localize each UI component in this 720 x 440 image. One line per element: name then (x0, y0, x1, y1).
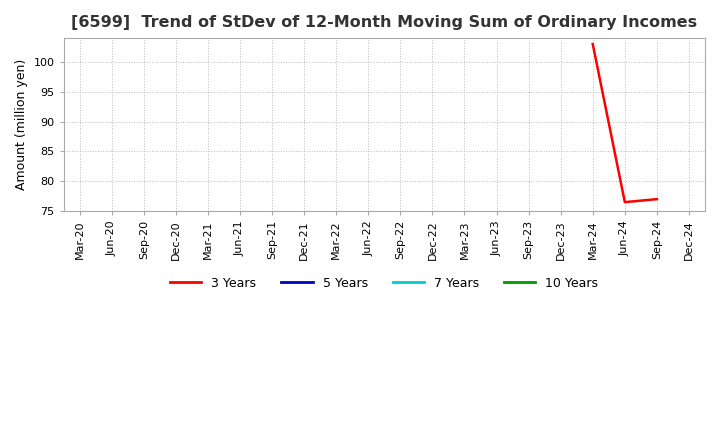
Title: [6599]  Trend of StDev of 12-Month Moving Sum of Ordinary Incomes: [6599] Trend of StDev of 12-Month Moving… (71, 15, 698, 30)
Legend: 3 Years, 5 Years, 7 Years, 10 Years: 3 Years, 5 Years, 7 Years, 10 Years (165, 272, 603, 295)
Y-axis label: Amount (million yen): Amount (million yen) (15, 59, 28, 190)
